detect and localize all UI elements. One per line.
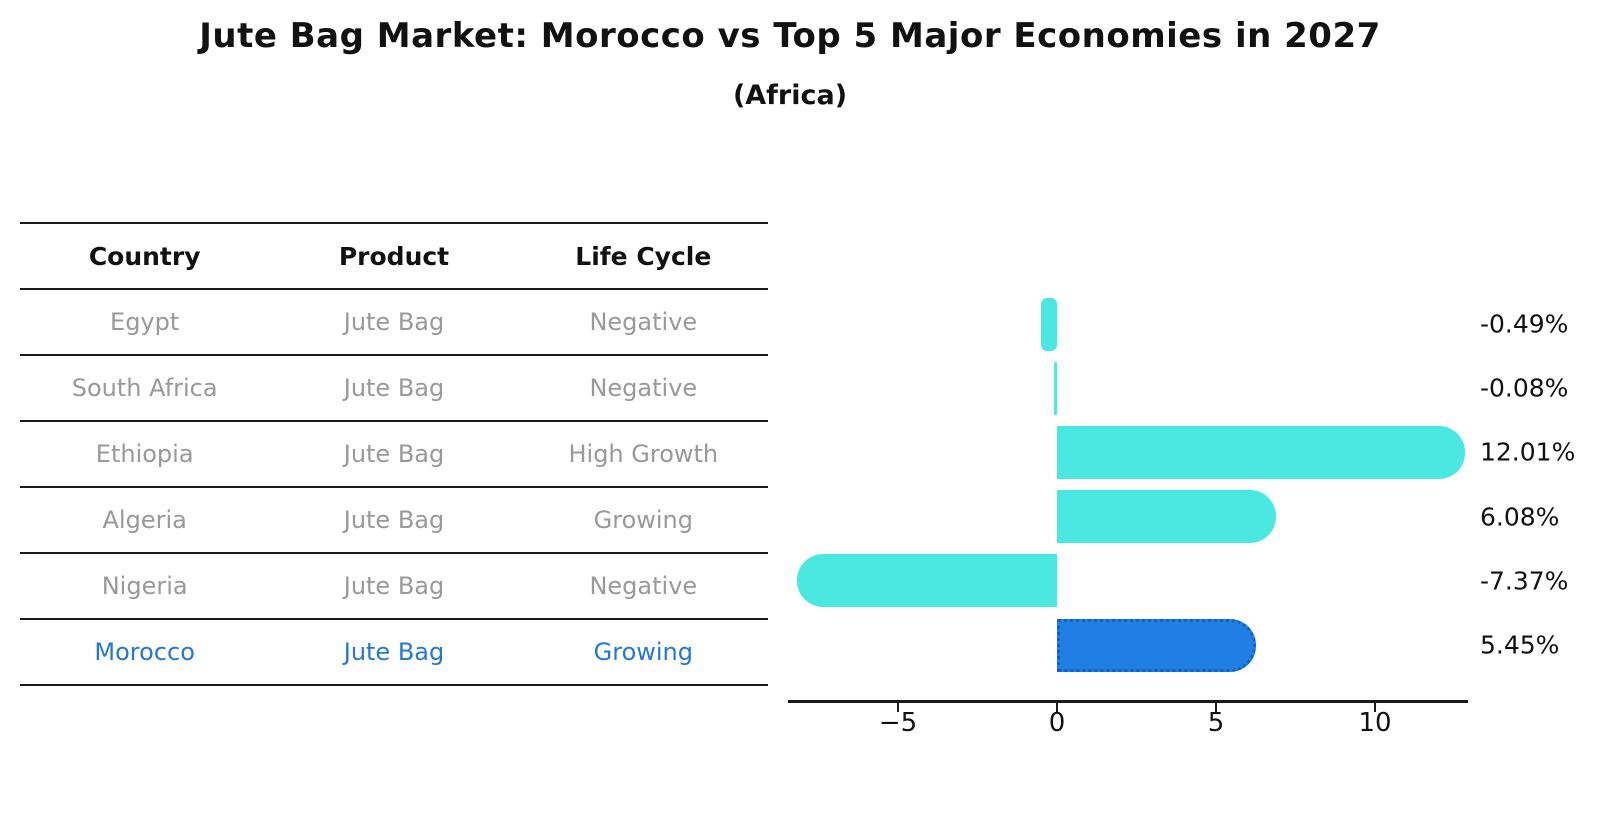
- cell-life-cycle: Negative: [589, 374, 698, 402]
- table-row-algeria: Algeria Jute Bag Growing: [20, 486, 768, 552]
- value-label-morocco: 5.45%: [1480, 630, 1560, 660]
- chart-subtitle: (Africa): [732, 80, 848, 111]
- x-tick-−5: [897, 703, 899, 712]
- cell-product: Jute Bag: [343, 572, 445, 600]
- table-header-life-cycle: Life Cycle: [575, 241, 712, 271]
- cell-country: Egypt: [110, 308, 180, 336]
- cell-product: Jute Bag: [343, 374, 445, 402]
- bar-south-africa: [1054, 361, 1057, 415]
- table-header-country: Country: [88, 241, 201, 271]
- value-label-south-africa: -0.08%: [1480, 373, 1569, 403]
- value-label-algeria: 6.08%: [1480, 502, 1560, 532]
- cell-product: Jute Bag: [343, 638, 445, 666]
- cell-life-cycle: Negative: [589, 308, 698, 336]
- x-tick-10: [1374, 703, 1376, 712]
- table-row-south-africa: South Africa Jute Bag Negative: [20, 354, 768, 420]
- cell-life-cycle: Negative: [589, 572, 698, 600]
- cell-country: Nigeria: [101, 572, 188, 600]
- bar-ethiopia: [1057, 425, 1465, 479]
- cell-country: Algeria: [102, 506, 187, 534]
- cell-product: Jute Bag: [343, 506, 445, 534]
- table-header-row: Country Product Life Cycle: [20, 222, 768, 288]
- table-row-ethiopia: Ethiopia Jute Bag High Growth: [20, 420, 768, 486]
- country-table: Country Product Life Cycle Egypt Jute Ba…: [20, 222, 768, 686]
- x-tick-label-5: 5: [1207, 708, 1225, 738]
- cell-life-cycle: High Growth: [568, 440, 719, 468]
- table-row-nigeria: Nigeria Jute Bag Negative: [20, 552, 768, 618]
- bar-morocco: [1057, 618, 1257, 672]
- cell-country: Ethiopia: [95, 440, 194, 468]
- value-label-egypt: -0.49%: [1480, 309, 1569, 339]
- cell-country: Morocco: [94, 638, 195, 666]
- value-label-nigeria: -7.37%: [1480, 566, 1569, 596]
- bar-egypt: [1041, 297, 1057, 351]
- x-tick-5: [1215, 703, 1217, 712]
- bar-nigeria: [796, 554, 1057, 608]
- table-header-product: Product: [338, 241, 450, 271]
- x-tick-label-−5: −5: [878, 708, 918, 738]
- value-label-ethiopia: 12.01%: [1480, 437, 1576, 467]
- x-tick-0: [1056, 703, 1058, 712]
- x-tick-label-0: 0: [1048, 708, 1066, 738]
- x-axis-line: [788, 700, 1468, 703]
- cell-product: Jute Bag: [343, 308, 445, 336]
- bar-algeria: [1057, 490, 1277, 544]
- cell-life-cycle: Growing: [593, 506, 693, 534]
- table-row-egypt: Egypt Jute Bag Negative: [20, 288, 768, 354]
- cell-country: South Africa: [71, 374, 218, 402]
- cell-life-cycle: Growing: [593, 638, 693, 666]
- chart-title: Jute Bag Market: Morocco vs Top 5 Major …: [199, 16, 1381, 56]
- table-row-morocco: Morocco Jute Bag Growing: [20, 618, 768, 686]
- cell-product: Jute Bag: [343, 440, 445, 468]
- x-tick-label-10: 10: [1358, 708, 1392, 738]
